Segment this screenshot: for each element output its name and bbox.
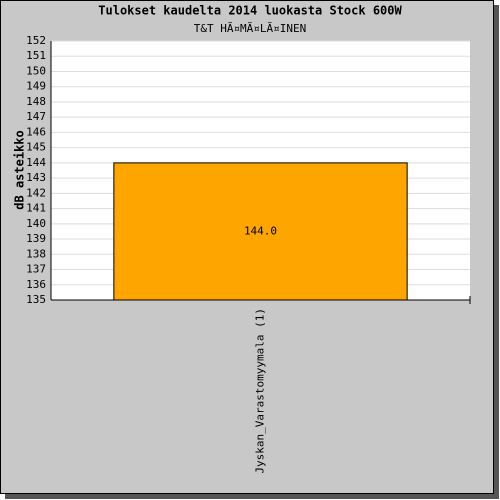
- chart-subtitle: T&T HÃ¤MÃ¤LÃ¤INEN: [194, 22, 307, 35]
- value-label: 144.0: [244, 224, 277, 237]
- y-tick-label: 152: [26, 34, 46, 47]
- y-tick-label: 147: [26, 110, 46, 123]
- y-tick-label: 143: [26, 171, 46, 184]
- y-tick-label: 142: [26, 186, 46, 199]
- y-tick-label: 145: [26, 141, 46, 154]
- y-tick-label: 146: [26, 125, 46, 138]
- y-tick-label: 139: [26, 232, 46, 245]
- y-tick-label: 137: [26, 263, 46, 276]
- y-tick-label: 136: [26, 278, 46, 291]
- y-tick-label: 138: [26, 247, 46, 260]
- y-tick-label: 149: [26, 80, 46, 93]
- y-tick-label: 150: [26, 64, 46, 77]
- x-tick-label: Jyskan_Varastomyymala (1): [254, 308, 267, 474]
- y-axis-label: dB asteikko: [13, 130, 27, 209]
- y-tick-label: 140: [26, 217, 46, 230]
- y-tick-label: 135: [26, 293, 46, 306]
- y-tick-label: 148: [26, 95, 46, 108]
- y-tick-label: 144: [26, 156, 46, 169]
- bar: [113, 162, 408, 301]
- y-tick-label: 141: [26, 202, 46, 215]
- chart-title: Tulokset kaudelta 2014 luokasta Stock 60…: [98, 4, 402, 18]
- y-tick-label: 151: [26, 49, 46, 62]
